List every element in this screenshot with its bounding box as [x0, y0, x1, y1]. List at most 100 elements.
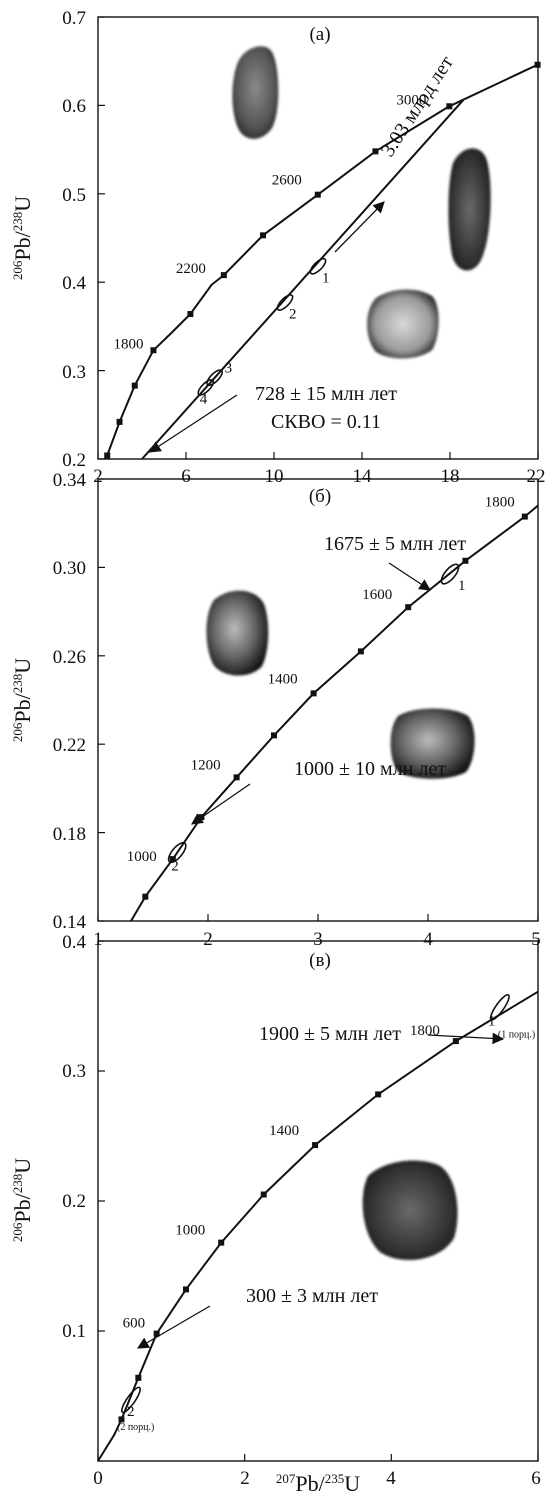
age-label-2: 1000 ± 10 млн лет — [294, 758, 446, 780]
discordia-line — [141, 99, 464, 460]
age-arrow-1 — [427, 1032, 505, 1045]
concordia-age-label: 1400 — [269, 1123, 299, 1139]
analysis-ellipse — [309, 257, 327, 275]
panel-b: 1 2 3 4 5 0.14 0.18 0.22 0.26 0.30 0.34 … — [10, 470, 541, 950]
upper-intercept-arrow — [334, 201, 385, 253]
panel-c-plot: 600 1000 1400 1800 1(1 порц.) 2 (2 порц.) — [97, 940, 539, 1462]
concordia-age-marker — [233, 774, 240, 781]
concordia-age-marker — [116, 418, 123, 425]
concordia-age-marker — [452, 1038, 459, 1045]
analysis-ellipse — [197, 378, 215, 396]
tick-marks — [97, 16, 539, 460]
y-tick-label: 0.4 — [62, 273, 86, 294]
concordia-age-marker — [357, 648, 364, 655]
x-tick-label: 22 — [527, 466, 546, 487]
y-tick-label: 0.3 — [62, 362, 86, 383]
concordia-age-marker — [153, 1330, 160, 1337]
panel-c-y-ticks: 0.1 0.2 0.3 0.4 — [62, 932, 86, 1342]
analysis-number: 2 — [171, 858, 179, 874]
concordia-age-marker — [310, 690, 317, 697]
panel-a-label: (а) — [309, 24, 330, 45]
age-arrow-2 — [191, 783, 251, 825]
concordia-age-marker — [375, 1091, 382, 1098]
concordia-age-label: 1600 — [362, 587, 392, 603]
concordia-age-marker — [405, 604, 412, 611]
panel-b-annotations: 1675 ± 5 млн лет 1000 ± 10 млн лет — [191, 533, 466, 825]
x-tick-label: 2 — [203, 929, 213, 950]
y-tick-label: 0.30 — [53, 558, 86, 579]
concordia-age-label: 1000 — [175, 1223, 205, 1239]
concordia-age-label: 3000 — [396, 92, 426, 108]
concordia-age-marker — [187, 311, 194, 318]
y-tick-label: 0.3 — [62, 1061, 86, 1082]
x-tick-label: 2 — [93, 466, 103, 487]
x-tick-label: 3 — [313, 929, 323, 950]
analysis-number: 3 — [225, 361, 233, 377]
panel-a-frame — [97, 16, 539, 460]
y-tick-label: 0.4 — [62, 932, 86, 953]
analysis-number: 2 — [127, 1404, 135, 1420]
y-tick-label: 0.22 — [53, 735, 86, 756]
zircon-image-b2 — [390, 708, 475, 779]
age-arrow-1 — [388, 562, 431, 591]
y-tick-label: 0.5 — [62, 185, 86, 206]
y-tick-label: 0.2 — [62, 1191, 86, 1212]
x-tick-label: 6 — [181, 466, 191, 487]
concordia-age-marker — [312, 1142, 319, 1149]
concordia-age-label: 1200 — [191, 757, 221, 773]
y-tick-label: 0.1 — [62, 1321, 86, 1342]
x-tick-label: 5 — [531, 929, 541, 950]
concordia-age-marker — [534, 61, 541, 68]
panel-b-y-axis-label: 206Pb/238U — [10, 658, 35, 742]
y-tick-label: 0.2 — [62, 450, 86, 471]
panel-a-y-axis-label: 206Pb/238U — [10, 196, 35, 280]
panel-c-x-ticks: 0 2 4 6 — [93, 1468, 541, 1489]
concordia-age-marker — [260, 1191, 267, 1198]
lower-intercept-arrow — [149, 394, 238, 453]
zircon-image-a3 — [367, 289, 439, 359]
analysis-number: 1 — [458, 578, 466, 594]
analysis-number: 4 — [200, 391, 208, 407]
panel-a-annotations: 3.03 млрд лет 728 ± 15 млн лет СКВО = 0.… — [149, 52, 458, 453]
analysis-number: 1 — [322, 270, 330, 286]
zircon-image-a2 — [448, 148, 491, 271]
age-arrow-2 — [136, 1305, 211, 1349]
x-tick-label: 4 — [423, 929, 433, 950]
concordia-age-marker — [271, 732, 277, 739]
analysis-ellipse — [120, 1386, 142, 1414]
upper-intercept-age: 3.03 млрд лет — [377, 52, 458, 161]
concordia-age-marker — [521, 513, 528, 520]
analysis-fraction-label: (1 порц.) — [498, 1029, 535, 1040]
x-tick-label: 10 — [265, 466, 284, 487]
panel-c-x-axis-label: 207Pb/235U — [276, 1471, 360, 1495]
panel-b-label: (б) — [309, 486, 331, 507]
concordia-age-label: 600 — [123, 1316, 145, 1332]
y-tick-label: 0.34 — [53, 470, 87, 491]
x-tick-label: 1 — [93, 929, 103, 950]
y-tick-label: 0.26 — [53, 647, 86, 668]
x-tick-label: 2 — [240, 1468, 250, 1489]
y-tick-label: 0.7 — [62, 8, 86, 29]
analysis-ellipse — [276, 294, 294, 311]
x-tick-label: 0 — [93, 1468, 103, 1489]
zircon-image-b1 — [206, 590, 269, 676]
concordia-age-marker — [104, 452, 111, 459]
concordia-age-label: 1800 — [113, 336, 143, 352]
analysis-ellipse — [489, 994, 510, 1021]
concordia-age-marker — [150, 347, 157, 354]
analysis-number: 2 — [289, 307, 297, 323]
analysis-ellipse — [206, 369, 224, 387]
panel-c: 0 2 4 6 0.1 0.2 0.3 0.4 206Pb/238U 207Pb… — [10, 932, 541, 1495]
x-tick-label: 6 — [531, 1468, 541, 1489]
y-tick-label: 0.14 — [53, 912, 87, 933]
concordia-age-marker — [169, 856, 176, 863]
concordia-age-label: 1800 — [410, 1023, 440, 1039]
panel-a-x-ticks: 2 6 10 14 18 22 — [93, 466, 545, 487]
concordia-age-marker — [118, 1416, 125, 1423]
panel-c-frame — [97, 940, 539, 1462]
panel-b-y-ticks: 0.14 0.18 0.22 0.26 0.30 0.34 — [53, 470, 87, 933]
age-label-1: 1675 ± 5 млн лет — [324, 533, 466, 555]
panel-c-y-axis-label: 206Pb/238U — [10, 1158, 35, 1242]
concordia-age-label: 1400 — [268, 671, 298, 687]
